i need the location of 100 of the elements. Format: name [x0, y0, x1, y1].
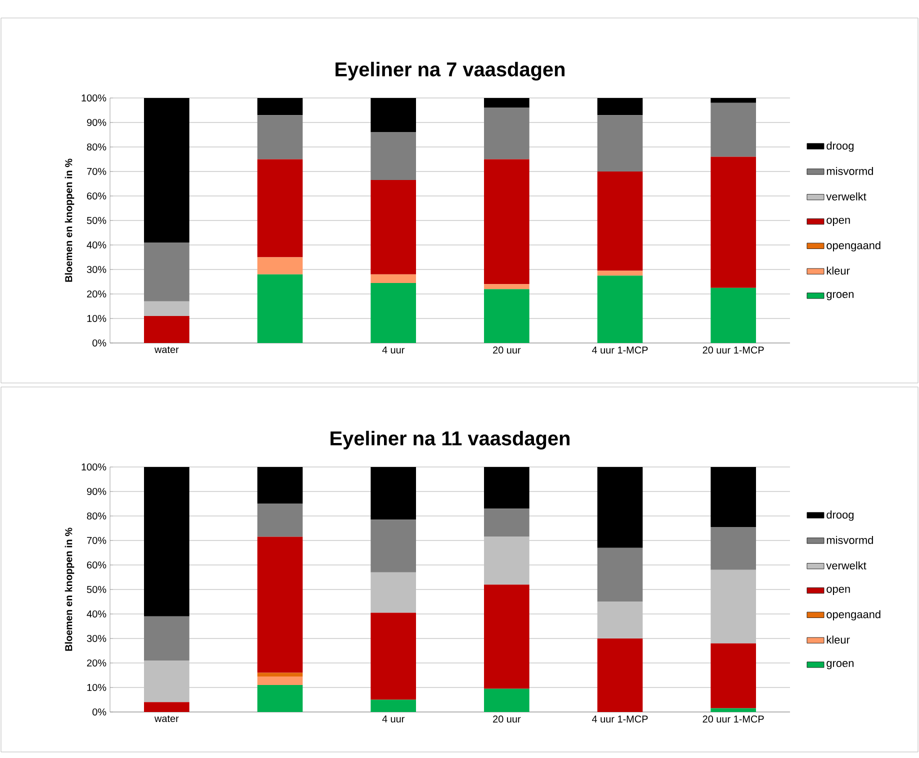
y-tick-label: 70% — [87, 536, 106, 544]
bar — [710, 643, 756, 708]
y-tick-label: 90% — [87, 118, 106, 126]
x-tick-label: 4 uur 1-MCP — [592, 346, 648, 354]
bar — [597, 171, 643, 271]
bar — [370, 572, 416, 613]
bar — [597, 276, 643, 343]
bar — [257, 466, 303, 504]
x-tick-label: 4 uur — [382, 346, 405, 354]
bar — [710, 708, 756, 712]
y-tick-label: 20% — [87, 290, 106, 298]
bar — [257, 98, 303, 116]
chart-title: Eyeliner na 7 vaasdagen — [336, 62, 564, 80]
bar — [144, 316, 190, 343]
bar — [597, 270, 643, 276]
bar — [257, 257, 303, 274]
bar — [370, 98, 416, 132]
x-tick-label: 20 uur — [493, 346, 521, 354]
bar — [597, 115, 643, 172]
legend-label: verwelkt — [826, 192, 866, 200]
bar — [144, 301, 190, 316]
bar — [144, 702, 190, 712]
legend-label: misvormd — [826, 536, 873, 544]
bar — [257, 274, 303, 343]
y-tick-label: 80% — [86, 143, 106, 151]
legend-label: verwelkt — [826, 561, 866, 570]
bar — [144, 616, 190, 661]
y-tick-label: 0% — [92, 708, 106, 716]
bar — [144, 660, 190, 702]
x-tick-label: water — [154, 716, 179, 722]
bar — [484, 466, 530, 509]
y-tick-label: 0% — [92, 339, 106, 347]
legend-label: kleur — [826, 266, 850, 275]
y-tick-label: 100% — [82, 94, 106, 102]
y-tick-label: 50% — [86, 586, 106, 594]
y-tick-label: 30% — [86, 266, 106, 274]
bar — [484, 584, 530, 689]
legend-label: kleur — [826, 636, 850, 644]
bar — [597, 98, 643, 116]
legend-label: misvormd — [826, 166, 873, 176]
bar — [710, 288, 756, 343]
bar — [370, 700, 416, 712]
bar — [370, 282, 416, 343]
bar — [710, 156, 756, 288]
y-axis-title: Bloemen en knoppen in % — [64, 158, 74, 282]
bar — [710, 102, 756, 157]
bar — [144, 466, 190, 616]
bar — [710, 570, 756, 644]
legend-label: opengaand — [826, 241, 880, 252]
bar — [484, 289, 530, 343]
x-tick-label: 20 uur — [493, 716, 521, 723]
bar — [144, 98, 190, 243]
bar — [597, 466, 643, 548]
bar — [257, 536, 303, 673]
bar — [484, 159, 530, 284]
y-tick-label: 20% — [87, 659, 106, 667]
legend-label: opengaand — [826, 610, 880, 620]
y-tick-label: 100% — [82, 463, 106, 471]
bar — [257, 159, 303, 258]
x-tick-label: 20 uur 1-MCP — [702, 716, 764, 723]
bar — [257, 115, 303, 160]
y-axis-title: Bloemen en knoppen in % — [64, 528, 74, 651]
y-tick-label: 40% — [86, 610, 106, 618]
bar — [597, 638, 643, 712]
bar — [484, 688, 530, 712]
y-tick-label: 90% — [87, 488, 106, 496]
bar — [257, 504, 303, 537]
legend-label: droog — [826, 510, 854, 521]
x-tick-label: 20 uur 1-MCP — [702, 346, 764, 354]
y-tick-label: 10% — [87, 684, 106, 692]
bar — [257, 685, 303, 712]
bar — [370, 274, 416, 283]
y-tick-label: 10% — [87, 314, 106, 322]
bar — [597, 548, 643, 602]
bar — [484, 536, 530, 585]
bar — [257, 672, 303, 676]
x-tick-label: water — [154, 346, 179, 354]
y-tick-label: 80% — [86, 512, 106, 520]
bar — [370, 520, 416, 572]
bar — [484, 108, 530, 160]
x-tick-label: 4 uur — [382, 716, 405, 722]
bar — [257, 676, 303, 686]
bar — [370, 612, 416, 700]
legend-label: open — [826, 586, 850, 595]
bar — [710, 466, 756, 528]
y-tick-label: 60% — [87, 192, 106, 200]
bar — [484, 508, 530, 537]
y-tick-label: 60% — [87, 561, 106, 569]
y-tick-label: 50% — [86, 216, 106, 224]
bar — [597, 602, 643, 638]
bar — [144, 242, 190, 302]
y-tick-label: 70% — [87, 168, 106, 176]
bar — [710, 98, 756, 103]
bar — [710, 527, 756, 570]
legend-label: open — [826, 218, 850, 226]
bar — [370, 132, 416, 180]
legend-label: groen — [826, 661, 854, 670]
bar — [484, 98, 530, 108]
legend-label: droog — [826, 142, 854, 152]
x-tick-label: 4 uur 1-MCP — [592, 716, 648, 723]
